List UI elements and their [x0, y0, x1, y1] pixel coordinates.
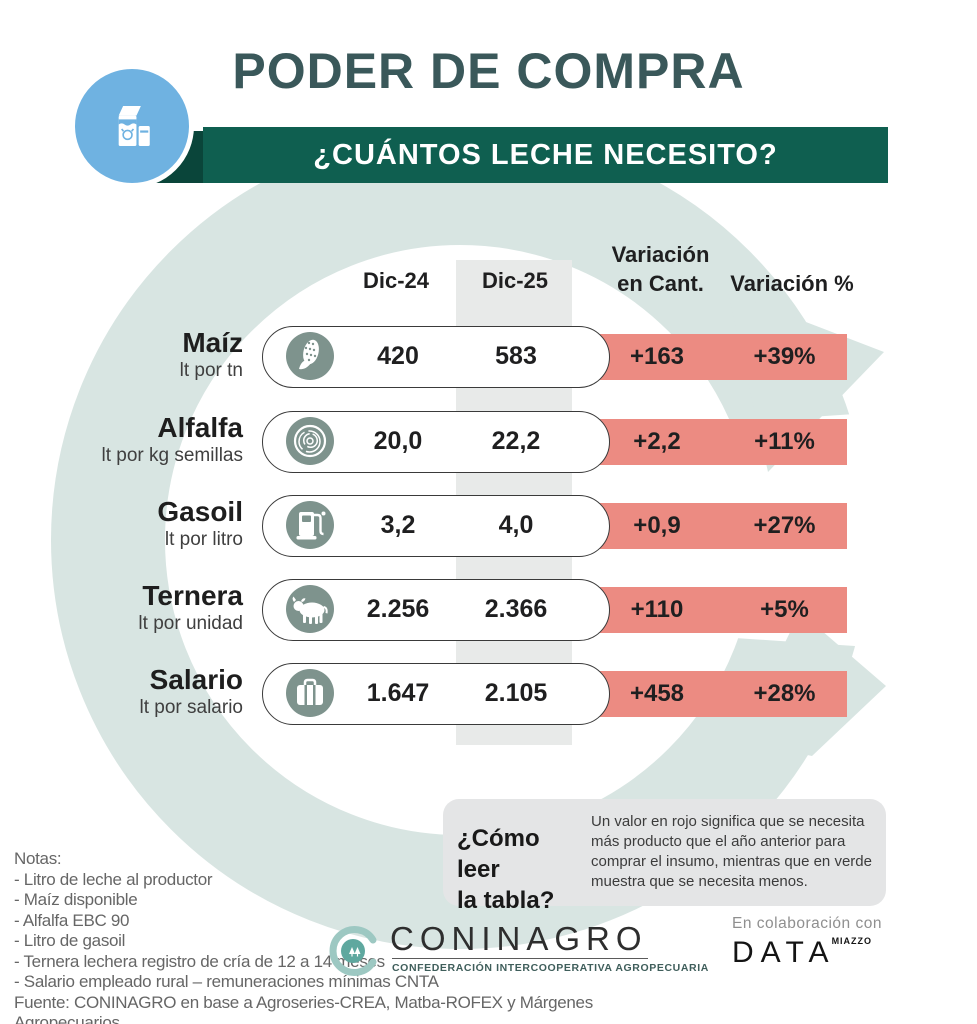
row-label: Ternera lt por unidad — [0, 580, 243, 636]
coninagro-subtitle: CONFEDERACIÓN INTERCOOPERATIVA AGROPECUA… — [392, 962, 709, 974]
variation-quantity: +0,9 — [633, 512, 681, 539]
collaboration-text: En colaboración con — [732, 915, 882, 932]
data-brand-sup: MIAZZO — [831, 936, 873, 946]
note-item: - Litro de leche al productor — [14, 869, 213, 889]
row-unit: lt por kg semillas — [101, 445, 244, 466]
subtitle-text: ¿CUÁNTOS LECHE NECESITO? — [313, 139, 778, 171]
coninagro-name: CONINAGRO — [390, 920, 648, 957]
fuel-pump-icon — [286, 501, 334, 549]
notes-title: Notas: — [14, 849, 62, 868]
column-header-dic25: Dic-25 — [481, 268, 549, 293]
variation-highlight: +0,9 +27% — [597, 503, 847, 549]
value-dic24: 1.647 — [366, 679, 430, 707]
row-unit: lt por tn — [179, 360, 243, 381]
value-dic25: 2.366 — [484, 595, 548, 623]
row-pill: 3,2 4,0 — [262, 495, 610, 557]
row-pill: 2.256 2.366 — [262, 579, 610, 641]
data-brand: DATA — [732, 936, 836, 969]
row-unit: lt por unidad — [138, 613, 243, 634]
variation-highlight: +458 +28% — [597, 671, 847, 717]
row-unit: lt por salario — [139, 697, 244, 718]
row-name: Salario — [149, 664, 243, 695]
alfalfa-icon — [286, 417, 334, 465]
variation-highlight: +163 +39% — [597, 334, 847, 380]
value-dic24: 2.256 — [366, 595, 430, 623]
how-to-read-box: ¿Cómo leer la tabla? Un valor en rojo si… — [443, 799, 886, 914]
variation-percent: +27% — [753, 512, 816, 539]
note-item: - Salario empleado rural – remuneracione… — [14, 972, 439, 991]
row-name: Gasoil — [157, 496, 243, 527]
row-name: Alfalfa — [157, 412, 243, 443]
row-pill: 20,0 22,2 — [262, 411, 610, 473]
note-item: - Litro de gasoil — [14, 931, 126, 950]
variation-highlight: +2,2 +11% — [597, 419, 847, 465]
variation-quantity: +458 — [629, 680, 685, 707]
value-dic25: 22,2 — [491, 427, 541, 455]
row-pill: 1.647 2.105 — [262, 663, 610, 725]
value-dic24: 420 — [377, 342, 419, 370]
variation-quantity: +2,2 — [633, 428, 681, 455]
table-row-alfalfa: Alfalfa lt por kg semillas +2,2 +11% 20,… — [0, 411, 977, 473]
corn-icon — [286, 332, 334, 380]
variation-percent: +11% — [754, 428, 815, 455]
row-label: Maíz lt por tn — [0, 327, 243, 383]
variacion-line1: Variación — [611, 242, 710, 267]
value-dic24: 20,0 — [373, 427, 423, 455]
notes-block: Notas: - Litro de leche al productor - M… — [14, 849, 674, 1024]
how-to-read-label: ¿Cómo leer la tabla? — [457, 823, 589, 916]
collaboration-block: En colaboración con DATAMIAZZO — [732, 915, 882, 970]
variation-percent: +5% — [760, 596, 809, 623]
note-item: - Maíz disponible — [14, 890, 138, 909]
subtitle-banner: ¿CUÁNTOS LECHE NECESITO? — [203, 127, 888, 183]
variation-highlight: +110 +5% — [597, 587, 847, 633]
value-dic25: 2.105 — [484, 679, 548, 707]
table-row-maiz: Maíz lt por tn +163 +39% 420 583 — [0, 326, 977, 388]
how-to-read-line1: ¿Cómo leer — [457, 825, 540, 883]
value-dic24: 3,2 — [380, 511, 416, 539]
row-label: Salario lt por salario — [0, 664, 244, 720]
value-dic25: 4,0 — [498, 511, 534, 539]
note-item: - Alfalfa EBC 90 — [14, 910, 130, 930]
milk-icon — [70, 64, 194, 188]
how-to-read-line2: la tabla? — [457, 887, 555, 914]
table-row-gasoil: Gasoil lt por litro +0,9 +27% 3,2 4,0 — [0, 495, 977, 557]
notes-source: Fuente: CONINAGRO en base a Agroseries-C… — [14, 992, 593, 1024]
coninagro-logo-mark — [329, 926, 377, 976]
row-name: Ternera — [142, 580, 243, 611]
how-to-read-body: Un valor en rojo significa que se necesi… — [591, 813, 872, 890]
column-header-variacion-cant: Variación en Cant. — [598, 240, 723, 298]
note-item: - Ternera lechera registro de cría de 12… — [14, 951, 385, 971]
page-title: PODER DE COMPRA — [232, 43, 745, 99]
coninagro-divider — [392, 958, 648, 959]
column-header-variacion-pct: Variación % — [730, 271, 854, 296]
briefcase-icon — [286, 669, 334, 717]
row-name: Maíz — [182, 327, 243, 358]
column-header-dic24: Dic-24 — [362, 268, 430, 293]
table-row-ternera: Ternera lt por unidad +110 +5% — [0, 579, 977, 641]
row-unit: lt por litro — [164, 529, 243, 550]
data-miazzo-logo: DATAMIAZZO — [732, 936, 882, 970]
variation-quantity: +163 — [629, 343, 685, 370]
variation-percent: +39% — [753, 343, 816, 370]
variacion-line2: en Cant. — [617, 271, 704, 296]
row-label: Gasoil lt por litro — [0, 496, 243, 552]
table-row-salario: Salario lt por salario +458 +28% 1.647 2… — [0, 663, 977, 725]
value-dic25: 583 — [495, 342, 537, 370]
cow-icon — [286, 585, 334, 633]
variation-quantity: +110 — [630, 596, 684, 623]
row-pill: 420 583 — [262, 326, 610, 388]
row-label: Alfalfa lt por kg semillas — [0, 412, 244, 468]
variation-percent: +28% — [753, 680, 816, 707]
